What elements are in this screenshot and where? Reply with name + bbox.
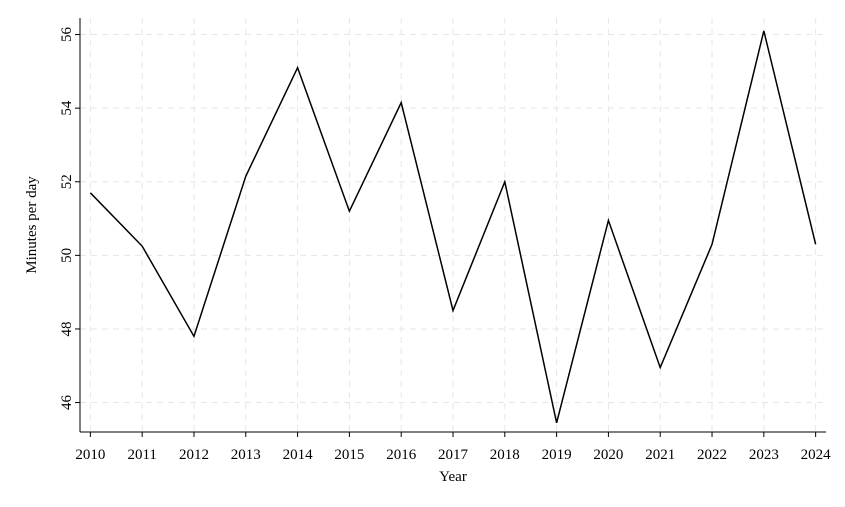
x-tick-label-12: 2022: [697, 447, 727, 463]
grid: [80, 18, 826, 432]
x-tick-label-9: 2019: [542, 447, 572, 463]
y-tick-label-1: 48: [59, 321, 75, 336]
x-tick-label-14: 2024: [801, 447, 832, 463]
y-tick-label-3: 52: [59, 174, 75, 189]
x-axis-title: Year: [439, 469, 467, 485]
x-ticks: 2010 2011 2012 2013 2014 2015 2016 2017 2018 2019…: [75, 432, 831, 463]
y-tick-label-5: 56: [59, 27, 75, 43]
x-tick-label-11: 2021: [645, 447, 675, 463]
y-tick-label-2: 50: [59, 248, 75, 263]
axes: [79, 18, 826, 433]
x-tick-label-13: 2023: [749, 447, 779, 463]
x-tick-label-5: 2015: [334, 447, 364, 463]
x-tick-label-1: 2011: [127, 447, 156, 463]
x-tick-label-4: 2014: [283, 447, 314, 463]
x-tick-label-0: 2010: [75, 447, 105, 463]
series: [89, 30, 817, 423]
x-tick-label-3: 2013: [231, 447, 261, 463]
x-tick-label-7: 2017: [438, 447, 469, 463]
x-tick-label-2: 2012: [179, 447, 209, 463]
y-tick-label-4: 54: [59, 100, 75, 116]
x-tick-label-10: 2020: [593, 447, 623, 463]
y-axis-title: Minutes per day: [24, 176, 40, 274]
x-tick-label-6: 2016: [386, 447, 417, 463]
y-ticks: 46 48 50 52 54 56: [59, 27, 80, 411]
y-tick-label-0: 46: [59, 395, 75, 411]
series-line-0: [89, 30, 817, 423]
x-tick-label-8: 2018: [490, 447, 520, 463]
